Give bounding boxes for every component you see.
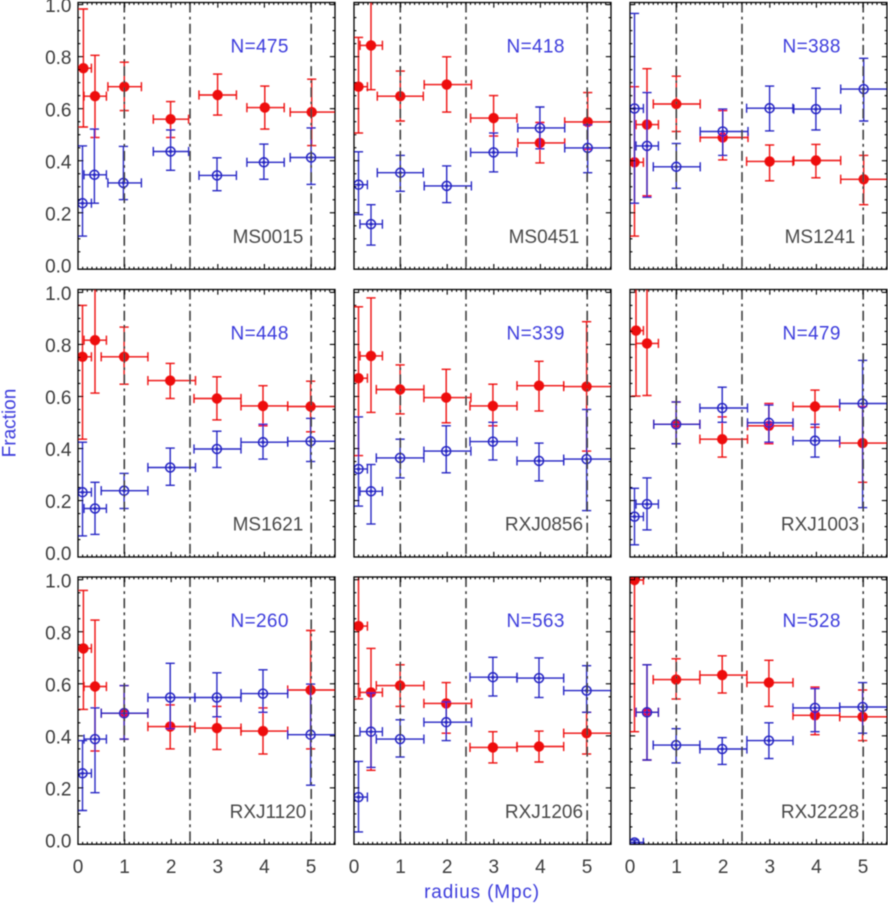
svg-text:0.6: 0.6 — [45, 100, 71, 121]
svg-text:1: 1 — [119, 857, 130, 878]
svg-text:N=388: N=388 — [783, 36, 841, 57]
svg-text:N=339: N=339 — [507, 323, 565, 344]
svg-text:1: 1 — [395, 857, 406, 878]
svg-text:N=448: N=448 — [231, 323, 289, 344]
svg-text:0.0: 0.0 — [45, 256, 71, 277]
svg-text:0.2: 0.2 — [45, 204, 71, 225]
svg-text:0: 0 — [349, 857, 360, 878]
svg-text:0.8: 0.8 — [45, 623, 71, 644]
svg-text:1: 1 — [671, 857, 682, 878]
svg-text:Fraction: Fraction — [0, 389, 21, 458]
svg-text:3: 3 — [489, 857, 500, 878]
svg-text:N=563: N=563 — [507, 611, 565, 632]
svg-text:MS1241: MS1241 — [785, 227, 856, 248]
svg-text:1.0: 1.0 — [45, 284, 71, 305]
svg-text:N=418: N=418 — [507, 36, 565, 57]
svg-text:0.4: 0.4 — [45, 152, 72, 173]
svg-text:2: 2 — [718, 857, 729, 878]
svg-text:N=528: N=528 — [783, 611, 841, 632]
svg-text:4: 4 — [259, 857, 270, 878]
svg-text:0.2: 0.2 — [45, 492, 71, 513]
svg-text:1.0: 1.0 — [45, 571, 71, 592]
svg-text:MS0015: MS0015 — [233, 227, 304, 248]
svg-text:0.6: 0.6 — [45, 675, 71, 696]
svg-text:5: 5 — [306, 857, 317, 878]
svg-text:2: 2 — [166, 857, 177, 878]
svg-text:0.4: 0.4 — [45, 727, 72, 748]
svg-text:3: 3 — [213, 857, 224, 878]
svg-text:5: 5 — [858, 857, 869, 878]
svg-text:MS1621: MS1621 — [233, 515, 304, 536]
svg-text:N=479: N=479 — [783, 323, 841, 344]
svg-text:MS0451: MS0451 — [509, 227, 580, 248]
svg-text:RXJ1120: RXJ1120 — [230, 802, 307, 823]
svg-text:2: 2 — [442, 857, 453, 878]
svg-text:0: 0 — [73, 857, 84, 878]
svg-text:0.6: 0.6 — [45, 388, 71, 409]
svg-text:radius (Mpc): radius (Mpc) — [424, 882, 540, 903]
svg-text:RXJ2228: RXJ2228 — [781, 802, 859, 823]
svg-text:RXJ1003: RXJ1003 — [781, 515, 859, 536]
svg-text:0: 0 — [625, 857, 636, 878]
svg-text:4: 4 — [811, 857, 822, 878]
svg-text:N=260: N=260 — [231, 611, 289, 632]
svg-text:N=475: N=475 — [231, 36, 289, 57]
svg-text:3: 3 — [765, 857, 776, 878]
svg-text:5: 5 — [582, 857, 593, 878]
svg-text:0.0: 0.0 — [45, 544, 71, 565]
svg-text:RXJ1206: RXJ1206 — [505, 802, 583, 823]
svg-text:0.2: 0.2 — [45, 780, 71, 801]
svg-text:1.0: 1.0 — [45, 0, 71, 17]
svg-text:0.4: 0.4 — [45, 440, 72, 461]
svg-text:0.8: 0.8 — [45, 336, 71, 357]
svg-text:0.0: 0.0 — [45, 832, 71, 853]
svg-text:4: 4 — [535, 857, 546, 878]
svg-text:RXJ0856: RXJ0856 — [505, 515, 583, 536]
svg-text:0.8: 0.8 — [45, 48, 71, 69]
